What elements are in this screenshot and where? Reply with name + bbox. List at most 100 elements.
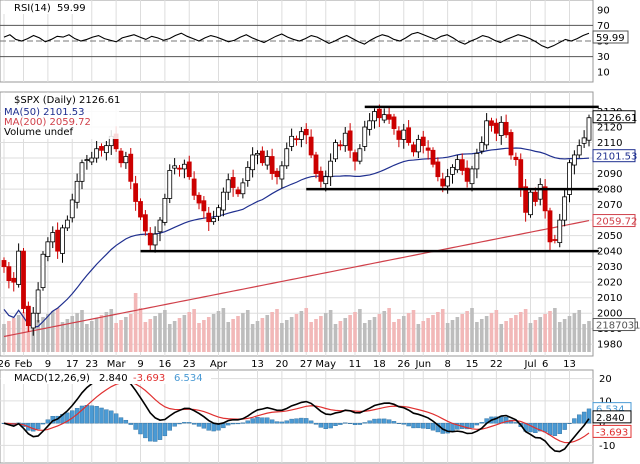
candle-body [454,159,460,171]
candle-body [386,114,392,120]
candle-body [196,194,202,204]
volume-bar [124,317,128,352]
macd-hist-value: 6.534 [174,373,203,384]
volume-bar [528,323,533,352]
candle-body [430,149,436,165]
volume-bar [241,313,245,352]
volume-bar [99,315,104,352]
x-axis: 26 Feb 9 17 23 Mar 9 16 23 Apr 13 20 27 May 11 18 26 Jun 8… [0,359,576,370]
volume-bar [275,309,279,352]
macd-histogram-bar [547,422,553,436]
date-label: 17 [66,359,79,370]
candle-body [547,210,553,243]
candle-body [11,277,17,283]
candle-body [518,159,524,190]
rsi-badge: 59.99 [596,33,625,44]
candle-body [342,132,348,147]
candle-body [50,232,56,243]
price-tick-label: 2020 [597,278,622,289]
macd-signal-line [3,381,590,444]
candle-body [372,111,377,122]
candle-body [157,219,163,233]
ma200-badge: 2059.72 [596,217,637,228]
volume-bar [309,322,313,352]
price-badge-bg [592,110,636,124]
volume-bar [60,322,65,352]
rsi-panel: 9070503010 RSI(14) 59.99 59.99 [0,0,629,83]
volume-bar [221,308,226,352]
price-tick-label: 2050 [597,231,622,242]
volume-bar [450,320,455,352]
volume-bar [479,319,484,352]
candle-body [123,156,129,164]
macd-histogram-bar [269,419,275,424]
volume-bar [392,322,396,352]
ma200-legend: MA(200) 2059.72 [4,117,91,128]
macd-histogram-bar [216,422,221,431]
volume-bar [245,310,250,352]
macd-histogram-bar [469,422,475,428]
date-label: 27 [300,359,313,370]
candle-body [152,233,158,246]
volume-bar [197,323,201,352]
date-label: 6 [542,359,548,370]
macd-histogram-bar [31,422,36,432]
volume-bar [577,310,582,352]
candle-body [225,179,231,193]
price-tick-label: 2010 [597,293,622,304]
macd-badge: 2.840 [596,413,625,424]
volume-bar [358,309,362,352]
candle-body [147,232,153,246]
candle-body [250,154,256,171]
date-label: Mar [107,359,127,370]
date-label: 26 [0,359,10,370]
volume-bar [587,321,591,352]
candle-body [586,117,592,141]
volume-bar [567,316,572,352]
macd-histogram-bar [148,422,153,442]
candle-body [298,131,304,140]
ma50-badge-bg [592,149,636,163]
macd-histogram-bar [104,409,109,424]
candle-body [333,142,338,160]
volume-bar [143,322,148,352]
macd-histogram-bar [445,422,450,434]
candle-body [79,162,85,182]
date-label: 16 [159,359,172,370]
macd-histogram-bar [391,421,397,424]
volume-bar [270,312,274,352]
rsi-tick-label: 10 [597,68,610,79]
candle-body [216,207,221,217]
volume-bar [31,323,36,352]
volume-bar [177,318,182,352]
candle-body [381,114,387,121]
macd-histogram-bar [577,414,582,424]
candle-body [479,142,485,152]
candle-body [84,159,90,162]
date-label: Jul [523,359,536,370]
candle-body [337,144,343,147]
macd-tick-label: 0 [599,419,605,430]
candle-body [406,127,412,143]
date-label: Jun [414,359,431,370]
candle-body [103,145,109,154]
macd-histogram-bar [206,422,211,431]
volume-bar [553,308,557,352]
macd-histogram-bar [562,422,567,430]
date-label: 9 [137,359,143,370]
candle-body [99,146,104,151]
volume-legend: Volume undef [4,127,74,138]
volume-bar [460,314,465,352]
volume-bar [440,309,445,352]
volume-bar [377,314,382,352]
volume-bar [114,323,118,352]
candle-body [552,239,558,241]
macd-histogram-bar [118,417,124,424]
volume-bar [499,324,504,352]
macd-histogram-bar [367,420,372,424]
volume-bar [299,311,304,352]
macd-histogram-bar [474,422,480,426]
candle-body [74,180,80,203]
date-label: 15 [466,359,479,370]
volume-bar [41,317,45,352]
